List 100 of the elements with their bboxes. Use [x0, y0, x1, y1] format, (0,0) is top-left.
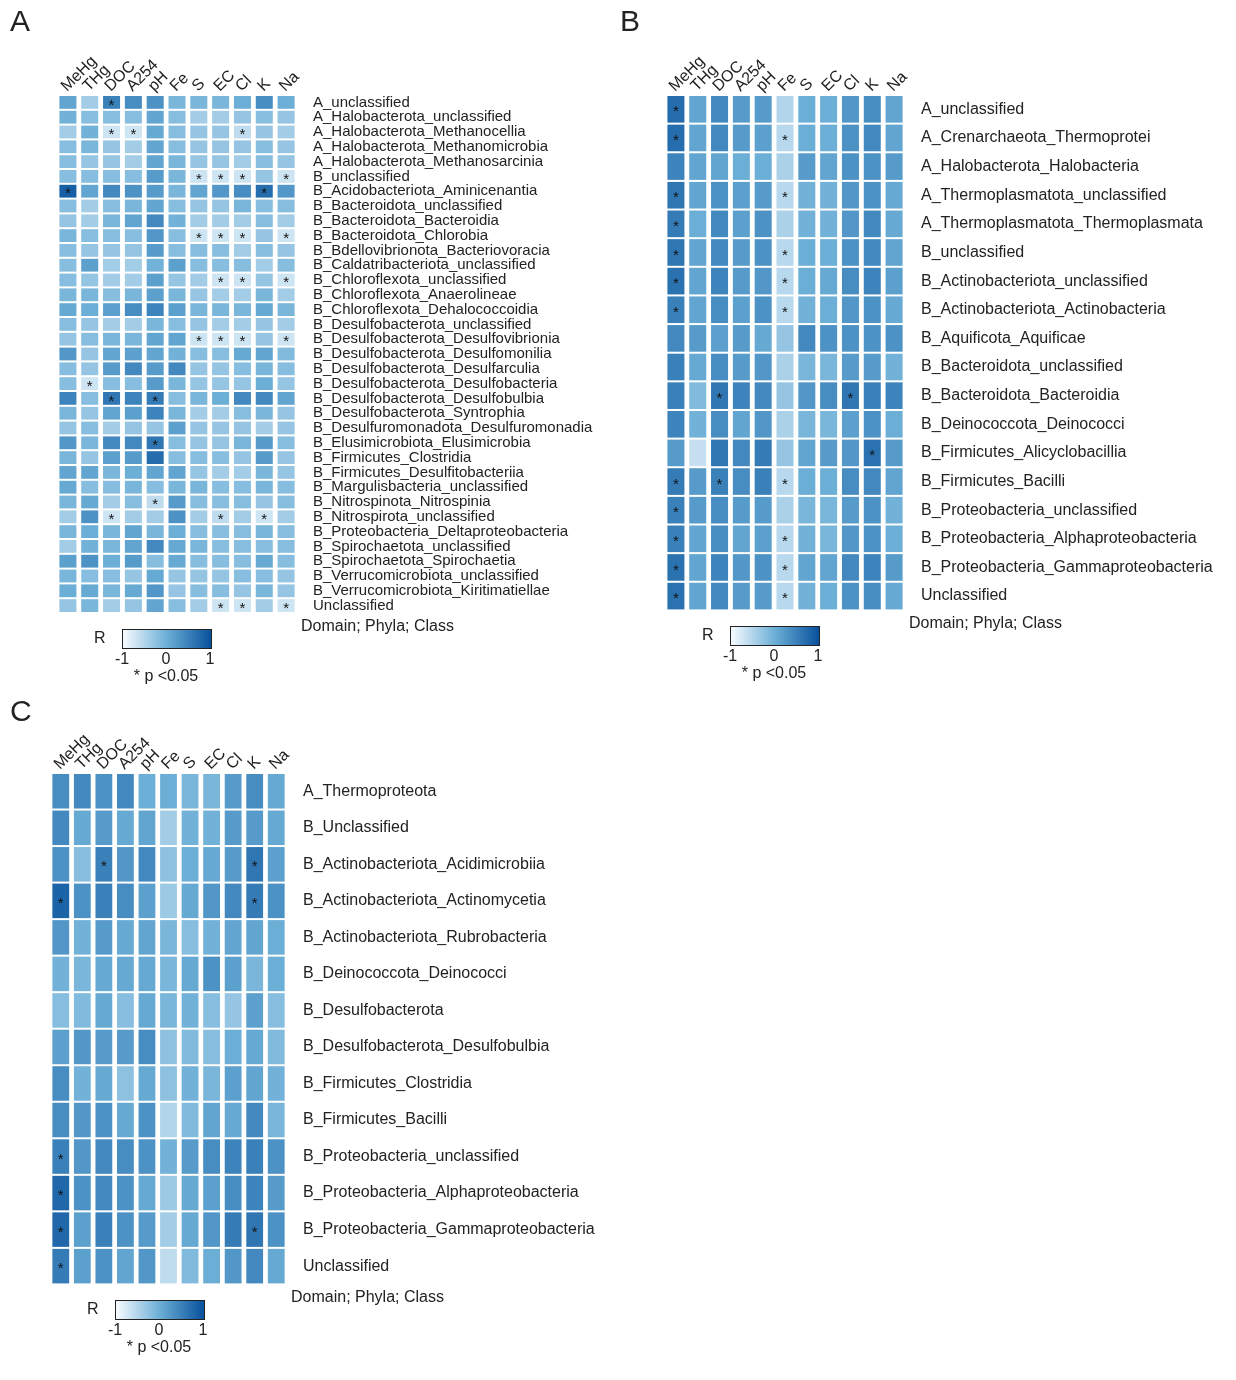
data-label: * [108, 509, 115, 527]
x-tick-label: K [861, 74, 882, 95]
color-bar-label: -1 [107, 1321, 123, 1340]
y-tick-label: B_Unclassified [303, 818, 409, 837]
data-label: * [239, 228, 246, 246]
data-label: * [57, 1149, 64, 1167]
y-tick-label: B_Actinobacteriota_Rubrobacteria [303, 927, 547, 946]
data-label: * [195, 332, 202, 350]
y-tick-label: B_Firmicutes_Alicyclobacillia [921, 443, 1127, 462]
color-bar-label: 1 [205, 650, 215, 668]
y-tick-label: A_unclassified [313, 92, 410, 110]
y-tick-label: B_Verrucomicrobiota_Kiritimatiellae [313, 580, 550, 598]
data-label: * [283, 332, 290, 350]
data-label: * [130, 125, 137, 143]
data-label: * [716, 474, 723, 492]
chart-title: C [10, 694, 32, 728]
y-tick-label: B_Actinobacteriota_unclassified [921, 271, 1148, 290]
text: * p <0.05 [126, 1338, 192, 1357]
data-label: * [672, 531, 679, 549]
data-label: * [57, 1186, 64, 1204]
y-tick-label: B_Desulfobacterota_unclassified [313, 314, 532, 332]
data-label: * [239, 169, 246, 187]
y-tick-label: B_Bacteroidota_Chlorobia [313, 225, 489, 243]
y-tick-label: B_Acidobacteriota_Aminicenantia [313, 181, 538, 199]
data-label: * [672, 188, 679, 206]
color-bar-label: 0 [769, 647, 779, 666]
data-label: * [57, 1222, 64, 1240]
data-label: * [672, 503, 679, 521]
x-tick-label: K [253, 74, 274, 95]
data-label: * [152, 495, 159, 513]
y-tick-label: B_Bacteroidota_unclassified [921, 357, 1123, 376]
data-label: * [108, 95, 115, 113]
data-label: * [64, 184, 71, 202]
y-tick-label: B_Proteobacteria_unclassified [303, 1146, 520, 1165]
y-tick-label: B_Desulfobacterota_Syntrophia [313, 403, 526, 421]
data-label: * [57, 893, 64, 911]
data-label: * [782, 245, 789, 263]
y-tick-label: B_Aquificota_Aquificae [921, 328, 1086, 347]
x-tick-label: K [243, 752, 264, 773]
y-tick-label: B_Proteobacteria_Gammaproteobacteria [921, 557, 1213, 576]
chart-title: A [10, 4, 31, 38]
data-label: * [672, 302, 679, 320]
y-tick-label: B_Desulfobacterota_Desulfobulbia [303, 1037, 550, 1056]
data-label: * [283, 273, 290, 291]
y-tick-label: A_Thermoplasmatota_Thermoplasmata [921, 214, 1204, 233]
data-label: * [195, 169, 202, 187]
color-bar-title: R [94, 629, 106, 647]
y-tick-label: B_Margulisbacteria_unclassified [313, 477, 529, 495]
y-tick-label: A_Halobacterota_unclassified [313, 107, 512, 125]
y-tick-label: A_Crenarchaeota_Thermoprotei [921, 128, 1151, 147]
y-tick-label: A_Halobacterota_Methanosarcinia [313, 151, 544, 169]
data-label: * [716, 388, 723, 406]
y-tick-label: B_Actinobacteriota_Actinobacteria [921, 300, 1166, 319]
data-label: * [108, 391, 115, 409]
data-label: * [283, 228, 290, 246]
y-tick-label: B_Proteobacteria_Alphaproteobacteria [303, 1183, 579, 1202]
x-tick-label: Na [275, 67, 302, 95]
data-label: * [261, 509, 268, 527]
y-tick-label: B_Chloroflexota_Dehalococcoidia [313, 299, 539, 317]
y-tick-label: B_Firmicutes_Clostridia [313, 447, 473, 465]
y-tick-label: B_Firmicutes_Desulfitobacteriia [313, 462, 525, 480]
y-tick-label: B_Proteobacteria_Gammaproteobacteria [303, 1220, 595, 1239]
data-label: * [782, 589, 789, 607]
data-label: * [217, 169, 224, 187]
data-label: * [672, 131, 679, 149]
y-tick-label: B_Bdellovibrionota_Bacteriovoracia [313, 240, 551, 258]
data-label: * [782, 188, 789, 206]
data-label: * [672, 589, 679, 607]
data-label: * [782, 302, 789, 320]
y-tick-label: B_Actinobacteriota_Actinomycetia [303, 891, 546, 910]
data-label: * [217, 228, 224, 246]
y-tick-label: A_Thermoproteota [303, 781, 437, 800]
color-bar-label: 1 [813, 647, 823, 666]
data-label: * [217, 598, 224, 616]
data-label: * [195, 228, 202, 246]
data-label: * [782, 474, 789, 492]
y-tick-label: Unclassified [313, 595, 394, 613]
data-label: * [782, 131, 789, 149]
y-tick-label: Unclassified [921, 586, 1008, 604]
y-tick-label: B_Desulfobacterota_Desulfobacteria [313, 373, 558, 391]
color-bar-label: -1 [114, 650, 130, 668]
data-label: * [672, 216, 679, 234]
y-tick-label: B_Firmicutes_Clostridia [303, 1073, 473, 1092]
data-label: * [86, 376, 93, 394]
color-bar-title: R [87, 1300, 99, 1319]
text: * p <0.05 [133, 667, 199, 685]
color-bar-label: 0 [154, 1321, 164, 1340]
data-label: * [782, 274, 789, 292]
x-tick-label: S [796, 74, 816, 95]
data-label: * [100, 857, 107, 875]
data-label: * [261, 184, 268, 202]
y-tick-label: A_unclassified [921, 99, 1025, 118]
data-label: * [672, 560, 679, 578]
y-tick-label: B_Proteobacteria_Alphaproteobacteria [921, 529, 1197, 548]
data-label: * [217, 509, 224, 527]
y-tick-label: B_Actinobacteriota_Acidimicrobiia [303, 854, 545, 873]
y-tick-label: B_Deinococcota_Deinococci [303, 964, 507, 983]
y-axis-title: Domain; Phyla; Class [909, 614, 1062, 633]
y-tick-label: B_Desulfobacterota_Desulfobulbia [313, 388, 545, 406]
data-label: * [152, 435, 159, 453]
